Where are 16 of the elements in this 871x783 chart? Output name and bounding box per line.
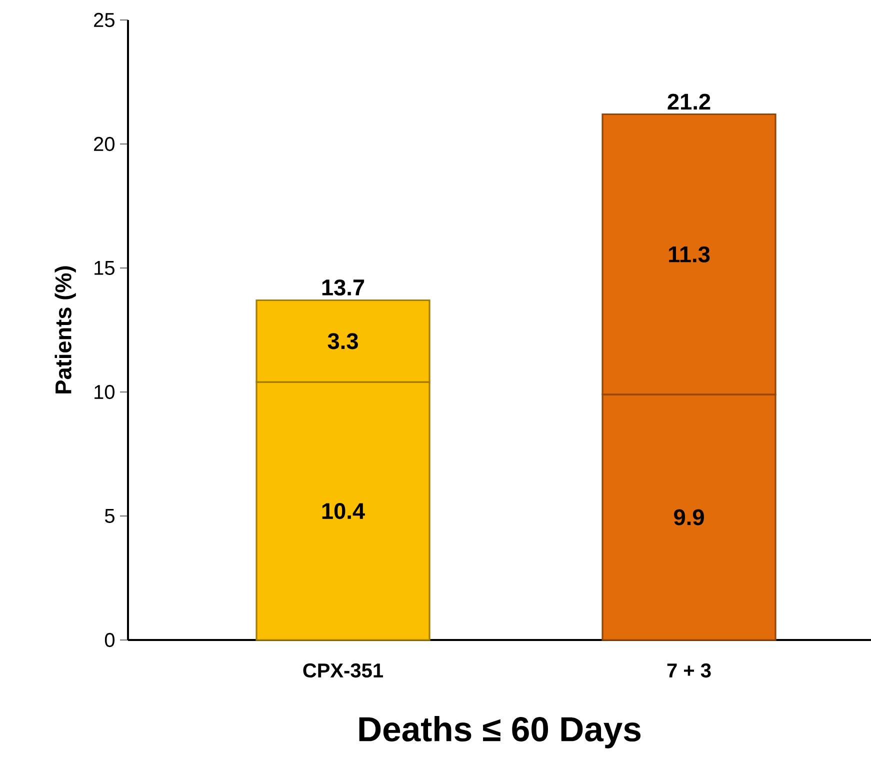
y-tick-label: 0 bbox=[104, 632, 114, 648]
total-label: 13.7 bbox=[322, 279, 364, 296]
y-tick-label: 10 bbox=[94, 384, 114, 400]
total-label: 21.2 bbox=[668, 94, 710, 110]
y-tick-label: 20 bbox=[94, 136, 114, 152]
data-label: 11.3 bbox=[668, 246, 710, 262]
data-label: 9.9 bbox=[674, 509, 704, 526]
x-tick-label: CPX-351 bbox=[303, 663, 384, 678]
y-axis-title: Patients (%) bbox=[54, 266, 76, 394]
y-tick-label: 5 bbox=[104, 509, 114, 523]
y-tick-label: 25 bbox=[94, 12, 114, 28]
x-tick-label: 7 + 3 bbox=[667, 663, 711, 678]
y-tick-label: 15 bbox=[94, 261, 114, 275]
data-label: 3.3 bbox=[328, 333, 358, 350]
data-label: 10.4 bbox=[322, 503, 365, 520]
x-axis-title: Deaths ≤ 60 Days bbox=[359, 716, 640, 748]
